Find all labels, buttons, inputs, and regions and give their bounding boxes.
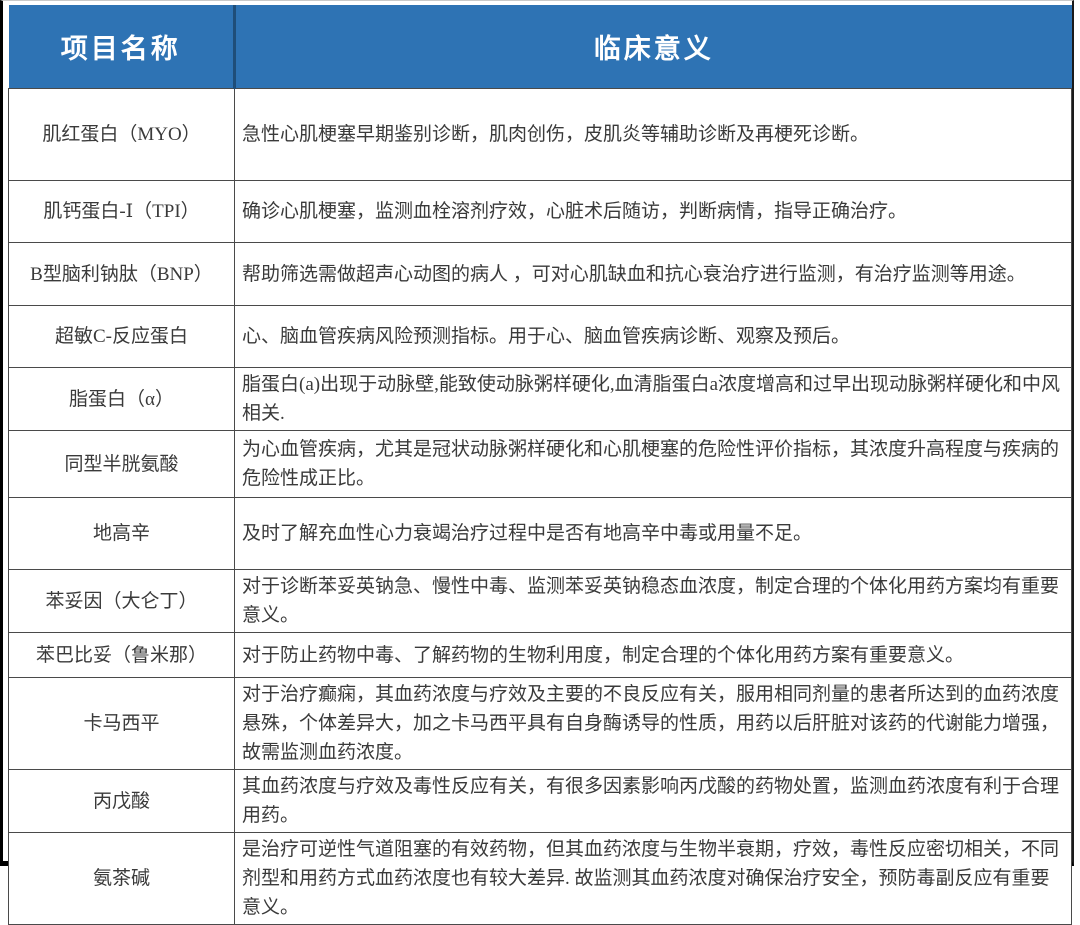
test-meaning: 对于诊断苯妥英钠急、慢性中毒、监测苯妥英钠稳态血浓度，制定合理的个体化用药方案均… [234, 569, 1072, 633]
test-meaning: 对于防止药物中毒、了解药物的生物利用度，制定合理的个体化用药方案有重要意义。 [234, 632, 1072, 678]
test-meaning: 确诊心肌梗塞，监测血栓溶剂疗效，心脏术后随访，判断病情，指导正确治疗。 [234, 180, 1072, 243]
test-name: B型脑利钠肽（BNP） [8, 242, 235, 306]
table-row: 同型半胱氨酸 为心血管疾病，尤其是冠状动脉粥样硬化和心肌梗塞的危险性评价指标，其… [8, 430, 1072, 498]
test-meaning: 对于治疗癫痫，其血药浓度与疗效及主要的不良反应有关，服用相同剂量的患者所达到的血… [234, 677, 1072, 770]
test-name: 超敏C-反应蛋白 [8, 305, 235, 368]
table-row: 丙戊酸 其血药浓度与疗效及毒性反应有关，有很多因素影响丙戊酸的药物处置，监测血药… [8, 769, 1072, 833]
test-name: 肌红蛋白（MYO） [8, 88, 235, 181]
table-header: 项目名称 临床意义 [8, 5, 1072, 89]
table-row: 苯巴比妥（鲁米那） 对于防止药物中毒、了解药物的生物利用度，制定合理的个体化用药… [8, 632, 1072, 678]
test-meaning: 帮助筛选需做超声心动图的病人 ，可对心肌缺血和抗心衰治疗进行监测，有治疗监测等用… [234, 242, 1072, 306]
test-name: 氨茶碱 [8, 832, 235, 925]
lab-test-table: 项目名称 临床意义 肌红蛋白（MYO） 急性心肌梗塞早期鉴别诊断，肌肉创伤，皮肌… [8, 5, 1072, 925]
test-meaning: 急性心肌梗塞早期鉴别诊断，肌肉创伤，皮肌炎等辅助诊断及再梗死诊断。 [234, 88, 1072, 181]
test-name: 苯巴比妥（鲁米那） [8, 632, 235, 678]
table-row: 脂蛋白（α） 脂蛋白(a)出现于动脉壁,能致使动脉粥样硬化,血清脂蛋白a浓度增高… [8, 367, 1072, 431]
table-row: 苯妥因（大仑丁） 对于诊断苯妥英钠急、慢性中毒、监测苯妥英钠稳态血浓度，制定合理… [8, 569, 1072, 633]
test-name: 肌钙蛋白-Ⅰ（TPI） [8, 180, 235, 243]
test-name: 地高辛 [8, 497, 235, 570]
test-name: 同型半胱氨酸 [8, 430, 235, 498]
test-meaning: 脂蛋白(a)出现于动脉壁,能致使动脉粥样硬化,血清脂蛋白a浓度增高和过早出现动脉… [234, 367, 1072, 431]
test-name: 丙戊酸 [8, 769, 235, 833]
table-row: 肌红蛋白（MYO） 急性心肌梗塞早期鉴别诊断，肌肉创伤，皮肌炎等辅助诊断及再梗死… [8, 88, 1072, 181]
table-body: 肌红蛋白（MYO） 急性心肌梗塞早期鉴别诊断，肌肉创伤，皮肌炎等辅助诊断及再梗死… [8, 88, 1072, 925]
table-row: B型脑利钠肽（BNP） 帮助筛选需做超声心动图的病人 ，可对心肌缺血和抗心衰治疗… [8, 242, 1072, 306]
test-meaning: 及时了解充血性心力衰竭治疗过程中是否有地高辛中毒或用量不足。 [234, 497, 1072, 570]
table-row: 地高辛 及时了解充血性心力衰竭治疗过程中是否有地高辛中毒或用量不足。 [8, 497, 1072, 570]
column-header-project-name: 项目名称 [8, 5, 236, 89]
table-row: 肌钙蛋白-Ⅰ（TPI） 确诊心肌梗塞，监测血栓溶剂疗效，心脏术后随访，判断病情，… [8, 180, 1072, 243]
test-meaning: 心、脑血管疾病风险预测指标。用于心、脑血管疾病诊断、观察及预后。 [234, 305, 1072, 368]
column-header-clinical-significance: 临床意义 [234, 5, 1072, 89]
table-row: 氨茶碱 是治疗可逆性气道阻塞的有效药物，但其血药浓度与生物半衰期，疗效，毒性反应… [8, 832, 1072, 925]
test-meaning: 其血药浓度与疗效及毒性反应有关，有很多因素影响丙戊酸的药物处置，监测血药浓度有利… [234, 769, 1072, 833]
test-name: 脂蛋白（α） [8, 367, 235, 431]
table-row: 卡马西平 对于治疗癫痫，其血药浓度与疗效及主要的不良反应有关，服用相同剂量的患者… [8, 677, 1072, 770]
test-meaning: 为心血管疾病，尤其是冠状动脉粥样硬化和心肌梗塞的危险性评价指标，其浓度升高程度与… [234, 430, 1072, 498]
test-name: 苯妥因（大仑丁） [8, 569, 235, 633]
test-name: 卡马西平 [8, 677, 235, 770]
test-meaning: 是治疗可逆性气道阻塞的有效药物，但其血药浓度与生物半衰期，疗效，毒性反应密切相关… [234, 832, 1072, 925]
table-row: 超敏C-反应蛋白 心、脑血管疾病风险预测指标。用于心、脑血管疾病诊断、观察及预后… [8, 305, 1072, 368]
header-row: 项目名称 临床意义 [8, 5, 1072, 89]
